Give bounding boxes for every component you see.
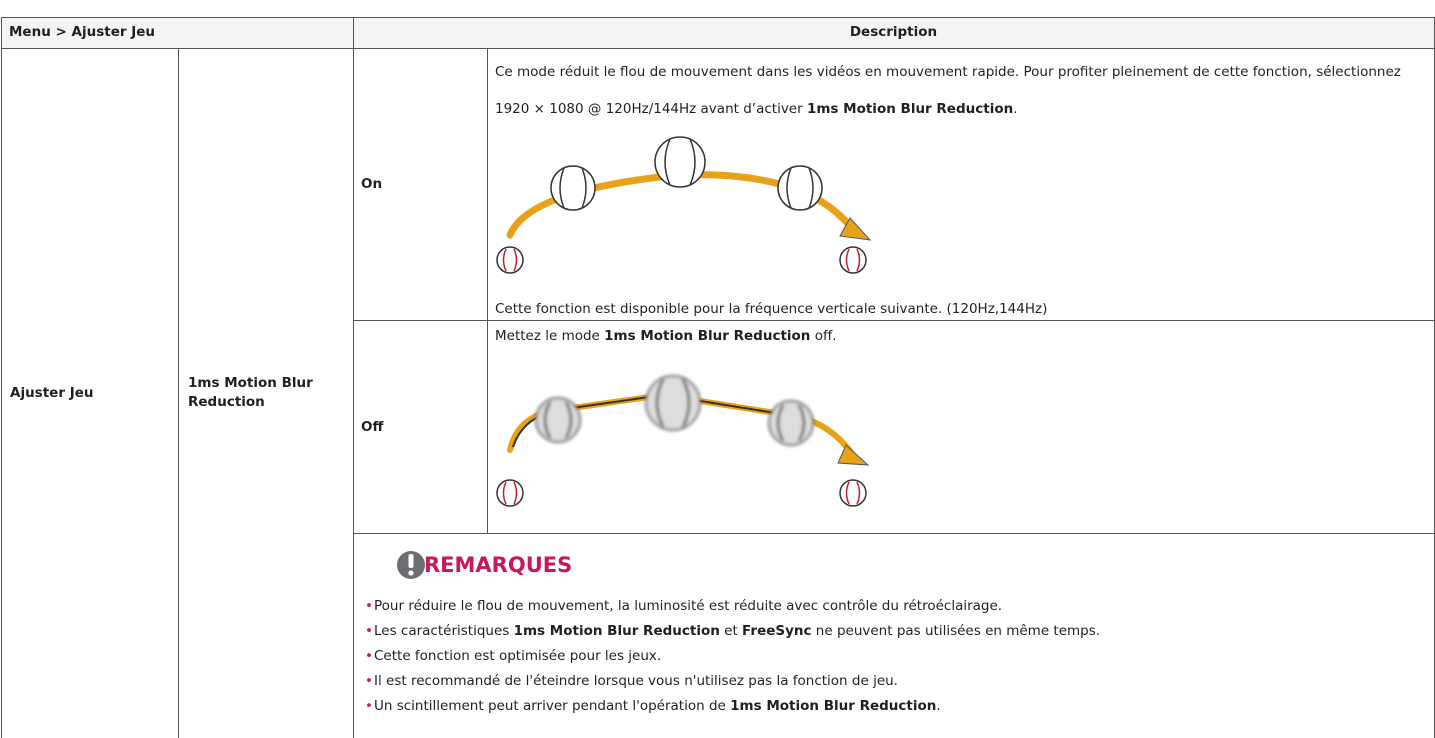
text: . bbox=[1013, 101, 1018, 117]
header-row bbox=[1, 17, 1434, 48]
setting-label: Off bbox=[361, 418, 384, 435]
text: Les caractéristiques bbox=[374, 623, 514, 639]
text: Pour réduire le flou de mouvement, la lu… bbox=[374, 598, 1003, 614]
setting-label: On bbox=[361, 176, 383, 192]
notes-title: REMARQUES bbox=[424, 553, 573, 577]
note-item: Cette fonction est optimisée pour les je… bbox=[365, 648, 662, 664]
rule bbox=[487, 48, 488, 533]
illustration-off bbox=[496, 375, 870, 507]
text-bold: 1ms Motion Blur Reduction bbox=[513, 623, 720, 639]
menu-item: Ajuster Jeu bbox=[10, 385, 94, 401]
note-item: Un scintillement peut arriver pendant l'… bbox=[365, 698, 941, 714]
rule bbox=[353, 320, 1434, 321]
text-bold: 1ms Motion Blur Reduction bbox=[604, 328, 811, 344]
rule bbox=[178, 48, 179, 738]
text-bold: 1ms Motion Blur Reduction bbox=[730, 698, 937, 714]
rule bbox=[353, 17, 354, 738]
setting-description: Mettez le mode 1ms Motion Blur Reduction… bbox=[495, 328, 837, 344]
text: Il est recommandé de l'éteindre lorsque … bbox=[374, 673, 898, 689]
rule bbox=[1, 17, 2, 738]
text: ne peuvent pas utilisées en même temps. bbox=[811, 623, 1101, 639]
text-bold: FreeSync bbox=[742, 623, 812, 639]
note-item: Pour réduire le flou de mouvement, la lu… bbox=[365, 598, 1003, 614]
rule bbox=[1, 48, 1434, 49]
text: Ce mode réduit le flou de mouvement dans… bbox=[495, 64, 1401, 117]
setting-description: Ce mode réduit le flou de mouvement dans… bbox=[495, 54, 1425, 128]
text: Un scintillement peut arriver pendant l'… bbox=[374, 698, 731, 714]
text: . bbox=[936, 698, 941, 714]
text: off. bbox=[810, 328, 837, 344]
rule bbox=[353, 533, 1434, 534]
menu-path: Menu > Ajuster Jeu bbox=[9, 24, 156, 40]
note-item: Il est recommandé de l'éteindre lorsque … bbox=[365, 673, 898, 689]
note-item: Les caractéristiques 1ms Motion Blur Red… bbox=[365, 623, 1101, 639]
text: et bbox=[719, 623, 743, 639]
rule bbox=[1, 17, 1434, 18]
text: Cette fonction est optimisée pour les je… bbox=[374, 648, 662, 664]
text: Mettez le mode bbox=[495, 328, 605, 344]
text-bold: 1ms Motion Blur Reduction bbox=[806, 101, 1014, 117]
setting-note: Cette fonction est disponible pour la fr… bbox=[495, 301, 1048, 317]
notes-icon bbox=[397, 551, 425, 579]
description-header: Description bbox=[849, 24, 938, 40]
option-name: 1ms Motion Blur Reduction bbox=[188, 375, 313, 410]
illustration-on bbox=[496, 136, 872, 274]
